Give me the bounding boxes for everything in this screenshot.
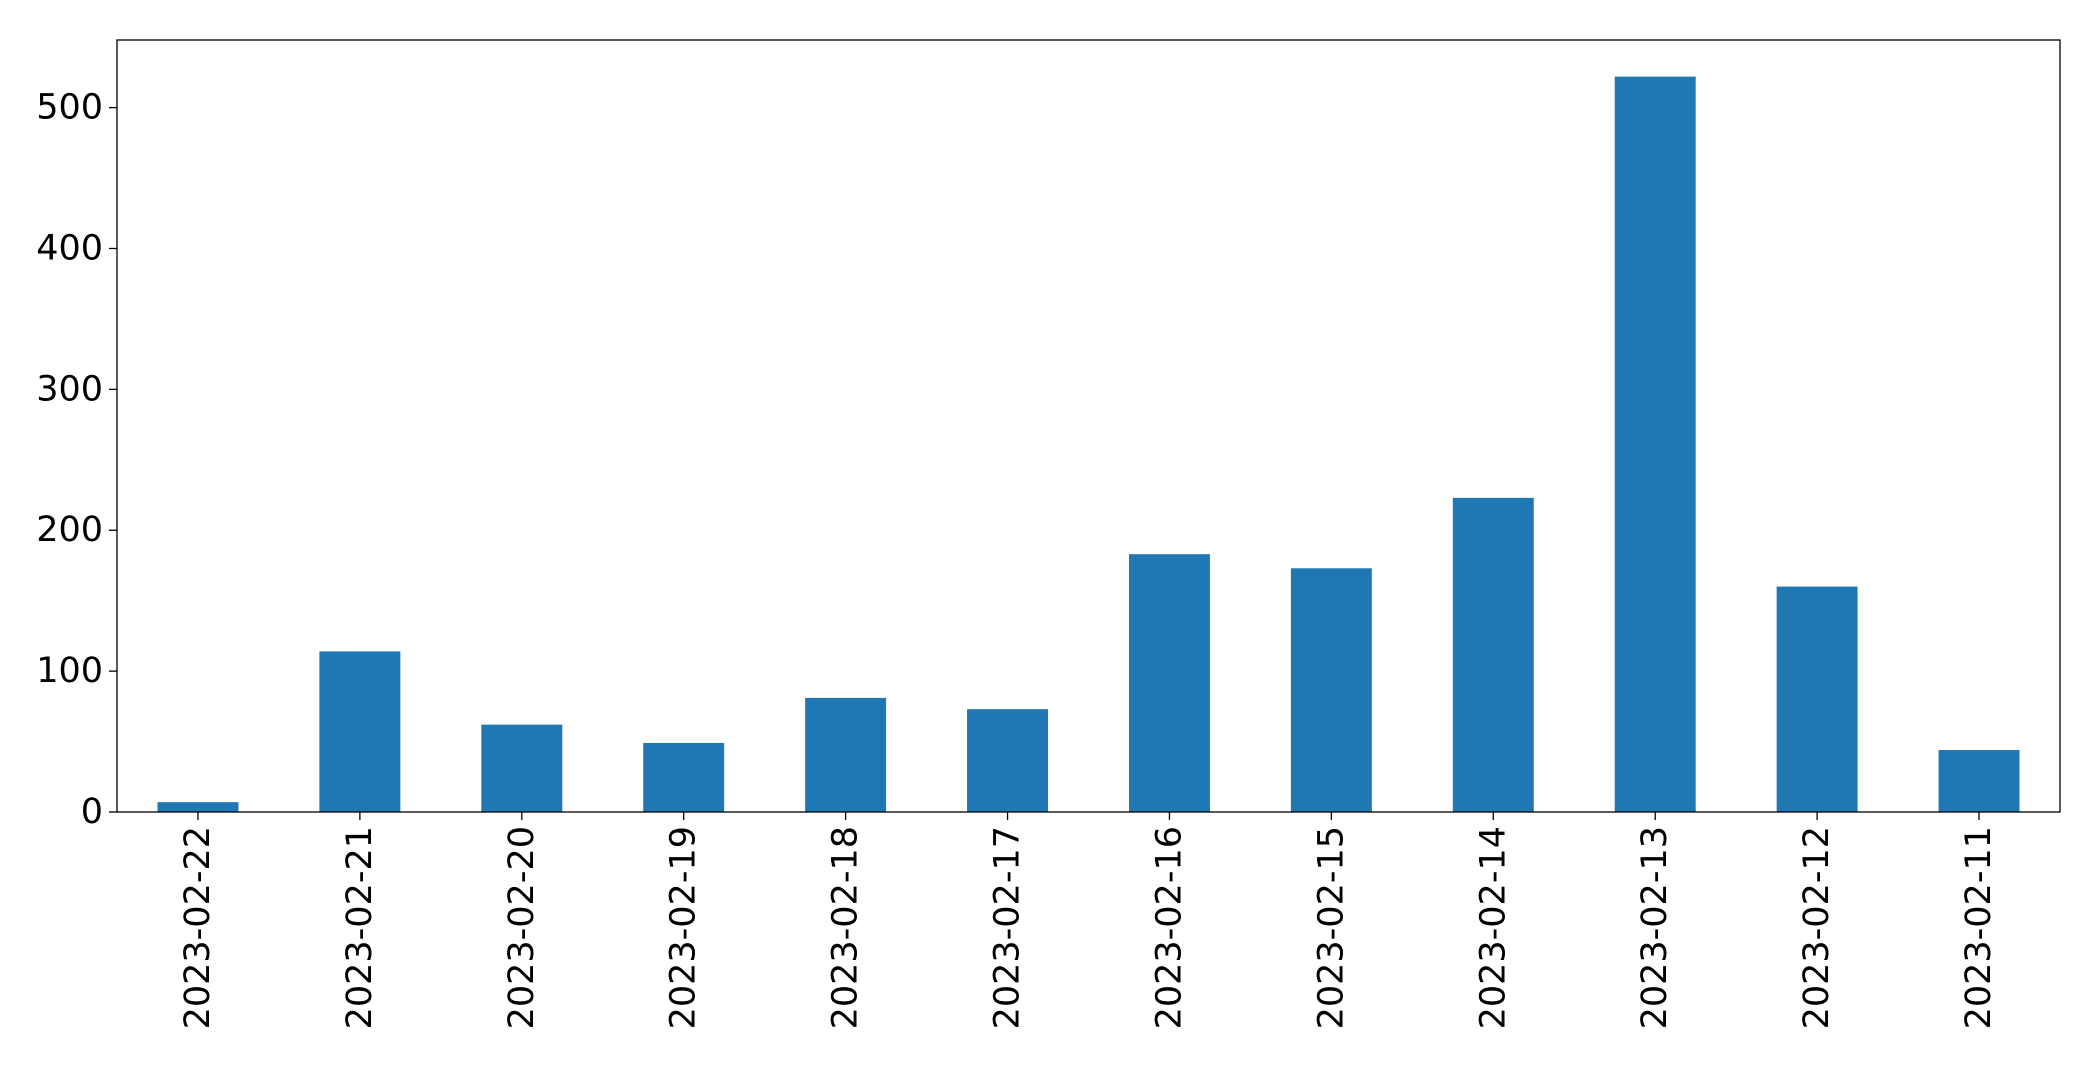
bar-2023-02-14 <box>1452 497 1534 812</box>
x-tick-label: 2023-02-12 <box>1797 826 1837 1029</box>
y-tick-label: 100 <box>36 651 103 691</box>
bar-2023-02-18 <box>805 697 887 812</box>
plot-frame <box>116 39 2061 813</box>
x-tick-label: 2023-02-15 <box>1311 826 1351 1029</box>
bar-2023-02-17 <box>967 709 1049 812</box>
x-tick-label: 2023-02-17 <box>988 826 1028 1029</box>
x-tick-label: 2023-02-14 <box>1473 826 1513 1029</box>
y-axis: 0 100 200 300 400 500 <box>36 88 117 832</box>
bar-2023-02-15 <box>1290 568 1372 812</box>
bar-2023-02-19 <box>643 742 725 812</box>
x-tick-label: 2023-02-16 <box>1149 826 1189 1029</box>
bar-2023-02-16 <box>1128 554 1210 812</box>
x-tick-label: 2023-02-19 <box>664 826 704 1029</box>
bar-2023-02-22 <box>157 802 239 812</box>
y-tick-label: 500 <box>36 88 103 128</box>
x-tick-label: 2023-02-18 <box>826 826 866 1029</box>
x-tick-label: 2023-02-13 <box>1635 826 1675 1029</box>
y-tick-label: 400 <box>36 228 103 268</box>
y-tick-label: 300 <box>36 369 103 409</box>
x-tick-label: 2023-02-11 <box>1959 826 1999 1029</box>
bar-2023-02-21 <box>319 651 401 812</box>
bar-2023-02-20 <box>481 724 563 812</box>
bars-layer <box>157 76 2020 812</box>
y-tick-label: 200 <box>36 510 103 550</box>
bar-2023-02-11 <box>1938 750 2020 812</box>
x-tick-label: 2023-02-20 <box>502 826 542 1029</box>
x-tick-label: 2023-02-22 <box>178 826 218 1029</box>
x-tick-label: 2023-02-21 <box>340 826 380 1029</box>
bar-2023-02-13 <box>1614 76 1696 812</box>
y-tick-label: 0 <box>81 792 103 832</box>
x-axis: 2023-02-22 2023-02-21 2023-02-20 2023-02-19… <box>178 812 1999 1029</box>
bar-2023-02-12 <box>1776 586 1858 812</box>
